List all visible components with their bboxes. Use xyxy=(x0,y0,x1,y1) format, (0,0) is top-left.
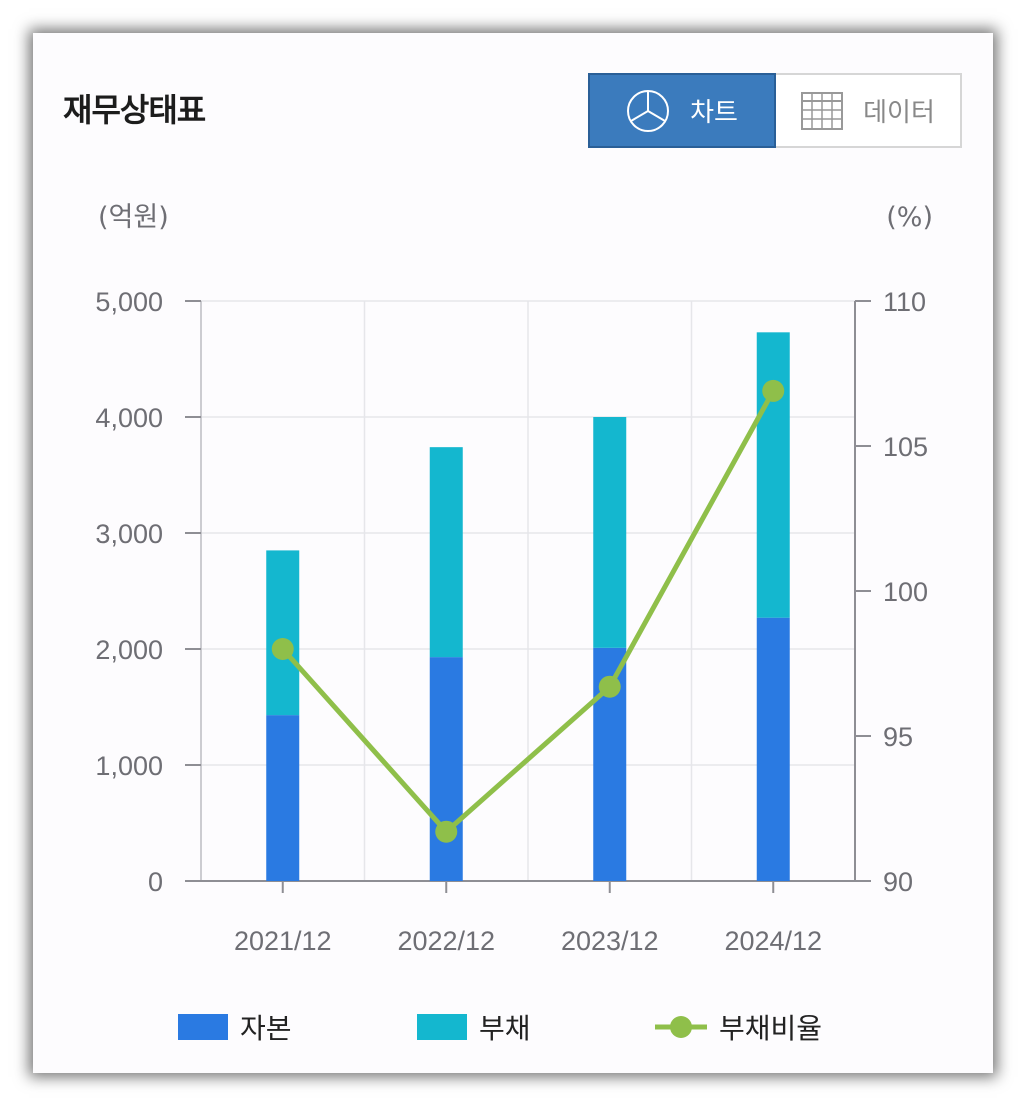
left-tick-label: 4,000 xyxy=(95,403,163,433)
financial-chart: 0 1,000 2,000 3,000 4,000 5,000 90 95 100 105 110 (… xyxy=(95,202,933,956)
data-view-label: 데이터 xyxy=(863,98,935,128)
legend-label-liabilities: 부채 xyxy=(479,1012,531,1045)
legend-swatch-liabilities xyxy=(417,1014,467,1040)
x-tick-label: 2023/12 xyxy=(561,926,659,956)
bar-liabilities xyxy=(429,447,463,658)
left-tick-label: 1,000 xyxy=(95,751,163,781)
left-tick-label: 0 xyxy=(148,867,163,897)
legend-item-equity[interactable]: 자본 xyxy=(178,1007,292,1047)
right-tick-label: 95 xyxy=(883,722,913,752)
bar-equity xyxy=(429,657,463,881)
x-tick-label: 2021/12 xyxy=(234,926,332,956)
pie-chart-icon xyxy=(626,89,670,133)
right-tick-label: 110 xyxy=(883,287,926,317)
left-axis-unit: (억원) xyxy=(98,202,169,233)
bar-equity xyxy=(756,617,790,881)
debt-ratio-point xyxy=(762,379,785,402)
debt-ratio-point xyxy=(598,675,621,698)
chart-view-label: 차트 xyxy=(690,98,738,128)
legend-label-debt-ratio: 부채비율 xyxy=(719,1012,823,1045)
right-tick-label: 90 xyxy=(883,867,913,897)
table-grid-icon xyxy=(801,91,844,130)
right-tick-label: 105 xyxy=(883,432,928,462)
right-axis-unit: (%) xyxy=(886,202,933,233)
legend-label-equity: 자본 xyxy=(240,1012,292,1045)
data-view-button[interactable]: 데이터 xyxy=(776,73,962,148)
x-tick-label: 2022/12 xyxy=(397,926,495,956)
bar-liabilities xyxy=(593,417,627,648)
bar-liabilities xyxy=(266,550,300,716)
right-tick-label: 100 xyxy=(883,577,928,607)
left-tick-label: 5,000 xyxy=(95,287,163,317)
legend-item-debt-ratio[interactable]: 부채비율 xyxy=(655,1007,822,1047)
chart-view-button[interactable]: 차트 xyxy=(588,73,776,148)
legend-swatch-debt-ratio xyxy=(655,1014,707,1040)
debt-ratio-point xyxy=(435,820,458,843)
x-tick-label: 2024/12 xyxy=(724,926,822,956)
bar-liabilities xyxy=(756,332,790,618)
legend-item-liabilities[interactable]: 부채 xyxy=(417,1007,531,1047)
bar-equity xyxy=(266,715,300,881)
left-tick-label: 3,000 xyxy=(95,519,163,549)
legend-swatch-equity xyxy=(178,1014,228,1040)
view-toggle: 차트 데이터 xyxy=(588,73,962,148)
debt-ratio-point xyxy=(271,638,294,660)
chart-title: 재무상태표 xyxy=(63,91,206,129)
chart-card: 재무상태표 차트 xyxy=(33,33,993,1073)
debt-ratio-line xyxy=(280,389,776,835)
left-tick-label: 2,000 xyxy=(95,635,163,665)
